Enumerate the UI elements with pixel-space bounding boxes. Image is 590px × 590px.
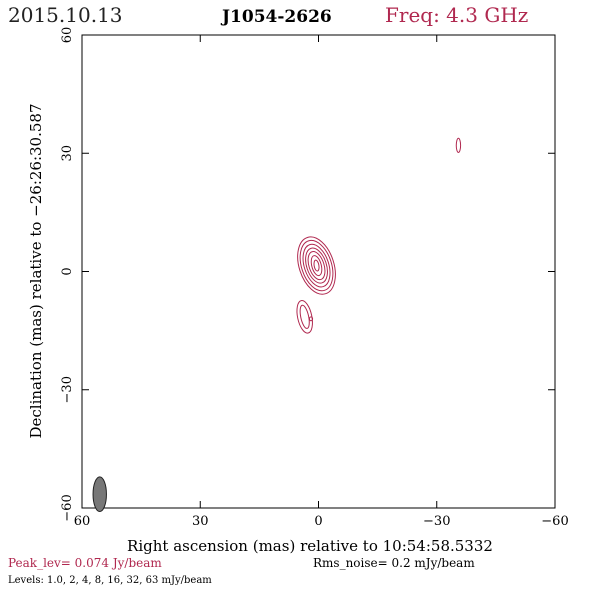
contour-core-2 (299, 239, 334, 292)
y-tick-label: −30 (60, 376, 75, 403)
x-axis-label: Right ascension (mas) relative to 10:54:… (127, 537, 493, 555)
contour-knot-1 (308, 316, 314, 322)
contour-far-feature-1 (455, 137, 462, 153)
contour-core-6 (310, 255, 323, 277)
peak-level: Peak_lev= 0.074 Jy/beam (8, 556, 162, 570)
contour-core-5 (307, 251, 326, 281)
contour-core-7 (313, 259, 320, 272)
x-tick-label: 30 (192, 514, 209, 529)
plot-frame (81, 34, 556, 509)
frequency-label: Freq: 4.3 GHz (385, 3, 528, 27)
x-tick-label: 60 (74, 514, 91, 529)
x-tick-label: −30 (423, 514, 450, 529)
contour-core-3 (302, 243, 331, 288)
epoch-date: 2015.10.13 (8, 3, 123, 27)
restoring-beam (92, 476, 107, 513)
contour-layer (296, 137, 462, 334)
contour-core-1 (297, 236, 336, 295)
rms-noise: Rms_noise= 0.2 mJy/beam (313, 556, 475, 570)
contour-jet-1 (296, 300, 313, 334)
source-name: J1054-2626 (220, 7, 332, 27)
y-tick-label: 30 (60, 145, 75, 162)
y-tick-label: 60 (60, 27, 75, 44)
contour-levels: Levels: 1.0, 2, 4, 8, 16, 32, 63 mJy/bea… (8, 575, 212, 586)
contour-jet-2 (299, 304, 310, 329)
x-tick-label: −60 (541, 514, 568, 529)
y-axis-label: Declination (mas) relative to −26:26:30.… (27, 103, 45, 438)
beam-layer (92, 476, 107, 513)
y-tick-label: 0 (60, 267, 75, 275)
x-tick-label: 0 (314, 514, 322, 529)
contour-core-4 (305, 247, 328, 284)
y-tick-label: −60 (60, 494, 75, 521)
